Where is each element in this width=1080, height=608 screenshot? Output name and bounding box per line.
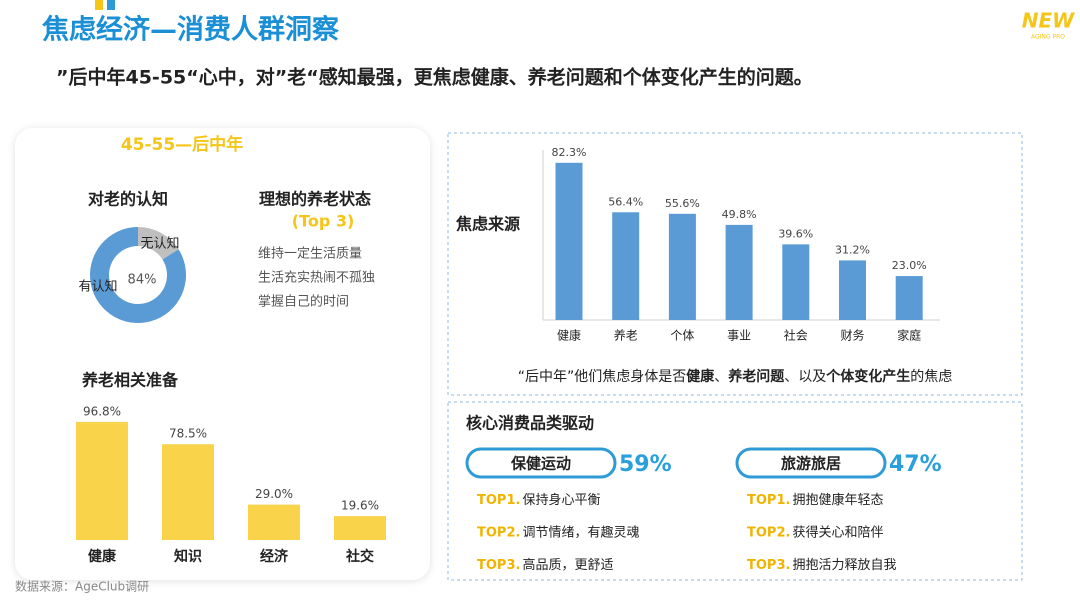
- ideal-item: 生活充实热闹不孤独: [258, 270, 375, 286]
- pill: [735, 447, 887, 479]
- value-label: 78.5%: [169, 427, 207, 441]
- title: 焦虑经济—消费人群洞察: [42, 14, 340, 46]
- bar: [555, 162, 583, 320]
- source: 数据来源：AgeClub调研: [15, 579, 149, 594]
- rank: TOP2.: [747, 525, 790, 540]
- bar: [334, 516, 386, 540]
- bar: [162, 444, 214, 540]
- rank: TOP2.: [477, 525, 520, 540]
- driver-item: TOP1. 拥抱健康年轻态: [747, 492, 883, 508]
- rank: TOP3.: [477, 558, 520, 573]
- x-tick-label: 经济: [260, 548, 289, 565]
- subtitle: ”后中年45-55“心中，对”老“感知最强，更焦虑健康、养老问题和个体变化产生的…: [56, 66, 813, 89]
- donut-slice: [138, 227, 179, 260]
- caption-part: 、: [714, 369, 728, 385]
- bar: [76, 421, 128, 540]
- bar: [668, 213, 696, 320]
- logo: NEW: [1022, 9, 1075, 33]
- caption-part: 、以及: [784, 369, 826, 385]
- rank: TOP1.: [747, 493, 790, 508]
- x-tick-label: 个体: [670, 329, 694, 343]
- item-text: 拥抱健康年轻态: [792, 492, 883, 508]
- decor: [95, 0, 103, 10]
- pill: [465, 447, 617, 479]
- value-label: 23.0%: [892, 259, 927, 272]
- share: 59%: [619, 452, 672, 477]
- logo-sub: AGING PRO: [1031, 34, 1065, 41]
- rank: TOP1.: [477, 493, 520, 508]
- x-tick-label: 家庭: [897, 328, 921, 343]
- driver-item: TOP3. 高品质，更舒适: [477, 557, 613, 573]
- box: [447, 401, 1023, 581]
- bar: [725, 224, 753, 320]
- panel-heading: 45-55—后中年: [121, 134, 243, 155]
- value-label: 82.3%: [552, 146, 587, 159]
- bar: [895, 276, 923, 320]
- item-text: 获得关心和陪伴: [792, 524, 883, 540]
- chart-title: 焦虑来源: [455, 215, 520, 234]
- donut-slice: [90, 227, 187, 323]
- x-tick-label: 事业: [727, 329, 751, 343]
- item-text: 拥抱活力释放自我: [792, 557, 896, 573]
- value-label: 56.4%: [608, 195, 643, 208]
- value-label: 55.6%: [665, 197, 700, 210]
- caption-part: 的焦虑: [910, 369, 952, 385]
- ideal-item: 掌握自己的时间: [258, 294, 349, 310]
- caption-part: 健康: [686, 368, 715, 385]
- caption-part: 养老问题: [727, 368, 785, 385]
- ideal-subtitle: (Top 3): [292, 212, 355, 231]
- x-tick-label: 社会: [784, 328, 808, 343]
- value-label: 84%: [128, 273, 157, 288]
- slice-label: 有认知: [78, 279, 117, 295]
- caption: “后中年”他们焦虑身体是否健康、养老问题、以及个体变化产生的焦虑: [518, 368, 953, 385]
- drivers-title: 核心消费品类驱动: [466, 414, 594, 433]
- driver-item: TOP1. 保持身心平衡: [477, 492, 600, 508]
- driver-item: TOP2. 获得关心和陪伴: [747, 524, 883, 540]
- value-label: 49.8%: [722, 208, 757, 221]
- bar: [612, 212, 640, 320]
- decor: [107, 0, 115, 10]
- box: [447, 132, 1023, 396]
- item-text: 调节情绪，有趣灵魂: [522, 524, 639, 540]
- bar: [248, 504, 300, 540]
- value-label: 19.6%: [341, 499, 379, 513]
- x-tick-label: 养老: [614, 328, 638, 343]
- chart-title: 对老的认知: [88, 190, 168, 209]
- value-label: 96.8%: [83, 404, 121, 418]
- value-label: 29.0%: [255, 487, 293, 501]
- ideal-item: 维持一定生活质量: [258, 247, 362, 262]
- bar: [782, 244, 810, 320]
- caption-part: “后中年”他们焦虑身体是否: [518, 369, 687, 385]
- pill-label: 旅游旅居: [781, 455, 841, 473]
- x-tick-label: 社交: [345, 548, 374, 565]
- x-tick-label: 知识: [174, 548, 202, 565]
- driver-item: TOP3. 拥抱活力释放自我: [747, 557, 896, 573]
- x-tick-label: 健康: [557, 328, 581, 343]
- pill-label: 保健运动: [510, 455, 571, 473]
- x-tick-label: 健康: [88, 548, 117, 565]
- caption-part: 个体变化产生: [825, 368, 910, 385]
- slice-label: 无认知: [140, 236, 179, 252]
- ideal-title: 理想的养老状态: [259, 190, 371, 209]
- share: 47%: [889, 452, 942, 477]
- driver-item: TOP2. 调节情绪，有趣灵魂: [477, 524, 639, 540]
- item-text: 保持身心平衡: [522, 492, 600, 508]
- value-label: 31.2%: [835, 243, 870, 256]
- x-tick-label: 财务: [840, 328, 864, 343]
- chart-title: 养老相关准备: [81, 371, 179, 390]
- rank: TOP3.: [747, 558, 790, 573]
- value-label: 39.6%: [778, 227, 813, 240]
- bar: [839, 260, 866, 320]
- item-text: 高品质，更舒适: [522, 557, 613, 573]
